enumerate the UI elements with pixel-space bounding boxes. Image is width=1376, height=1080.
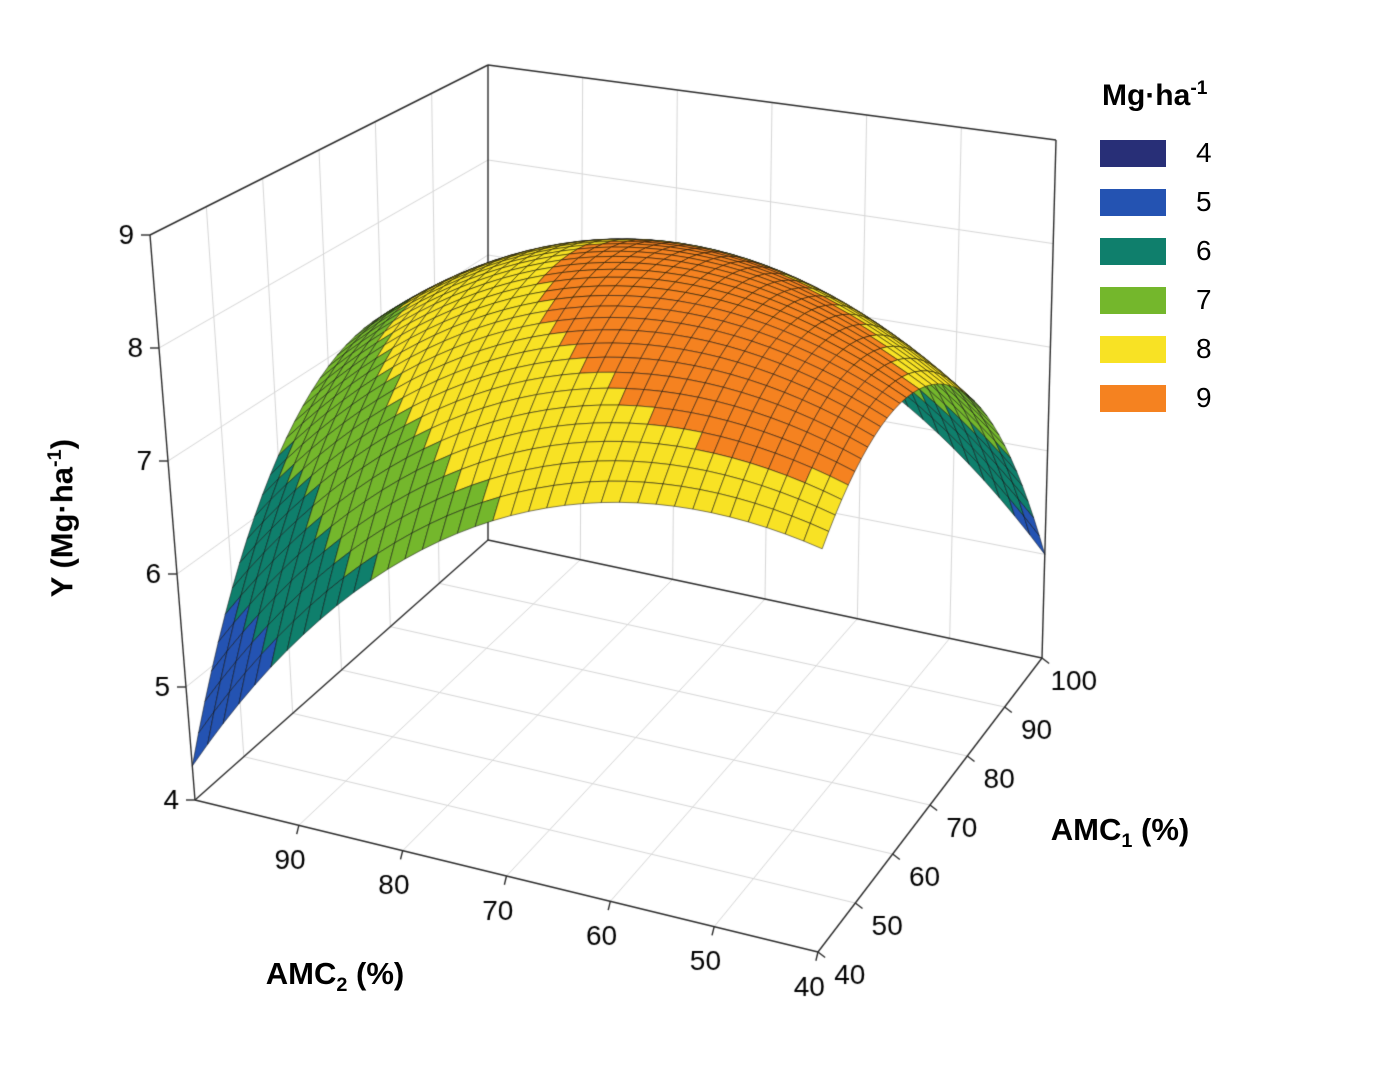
- legend-label: 8: [1196, 333, 1212, 364]
- legend-label: 9: [1196, 382, 1212, 413]
- y-axis-title-text: Y (Mg·ha: [44, 466, 80, 598]
- legend-title-sup: -1: [1190, 78, 1208, 99]
- legend-swatch: [1100, 384, 1166, 412]
- legend-title: Mg·ha-1: [1102, 78, 1212, 113]
- legend-label: 4: [1196, 137, 1212, 168]
- legend-swatch: [1100, 335, 1166, 363]
- y-axis-title-close: ): [44, 439, 80, 450]
- amc2-axis-title-unit: (%): [347, 956, 405, 991]
- legend-item: 8: [1100, 333, 1212, 365]
- legend-label: 7: [1196, 284, 1212, 315]
- legend-swatch: [1100, 237, 1166, 265]
- legend-item: 5: [1100, 186, 1212, 218]
- legend-item: 4: [1100, 137, 1212, 169]
- legend-item: 9: [1100, 382, 1212, 414]
- amc2-axis-title: AMC2 (%): [215, 956, 455, 997]
- amc2-axis-title-sub: 2: [336, 974, 348, 997]
- amc1-axis-title-sub: 1: [1121, 830, 1133, 853]
- amc2-axis-title-text: AMC: [265, 956, 337, 991]
- y-axis-title-sup: -1: [43, 449, 66, 467]
- legend-item: 7: [1100, 284, 1212, 316]
- legend-title-text: Mg·ha: [1102, 79, 1191, 112]
- amc1-axis-title: AMC1 (%): [1020, 812, 1220, 853]
- amc1-axis-title-unit: (%): [1132, 812, 1190, 847]
- legend-label: 5: [1196, 186, 1212, 217]
- legend: Mg·ha-1 4 5 6 7 8 9: [1100, 78, 1212, 431]
- legend-swatch: [1100, 286, 1166, 314]
- legend-swatch: [1100, 139, 1166, 167]
- y-axis-title: Y (Mg·ha-1): [44, 408, 80, 628]
- legend-label: 6: [1196, 235, 1212, 266]
- amc1-axis-title-text: AMC: [1050, 812, 1122, 847]
- legend-swatch: [1100, 188, 1166, 216]
- legend-item: 6: [1100, 235, 1212, 267]
